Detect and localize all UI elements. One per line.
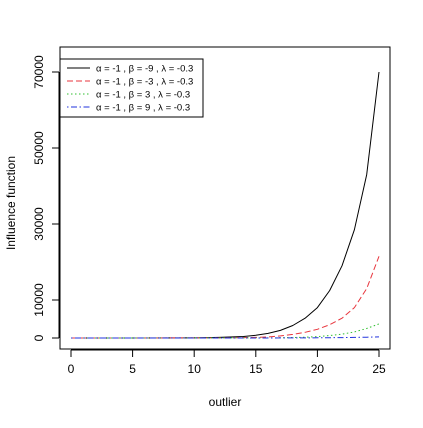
y-tick-label: 50000 bbox=[32, 131, 46, 165]
legend-label-2: α = -1 , β = -3 , λ = -0.3 bbox=[96, 77, 193, 88]
legend-box bbox=[59, 58, 204, 118]
y-tick-label: 70000 bbox=[32, 55, 46, 89]
legend-label-4: α = -1 , β = 9 , λ = -0.3 bbox=[96, 103, 190, 114]
y-tick-label: 10000 bbox=[32, 283, 46, 317]
x-tick-label: 25 bbox=[372, 362, 386, 376]
x-axis: 0 5 10 15 20 25 bbox=[68, 349, 386, 376]
series-layer bbox=[70, 71, 380, 339]
x-axis-title: outlier bbox=[209, 395, 242, 409]
y-tick-label: 30000 bbox=[32, 207, 46, 241]
series-line-2 bbox=[70, 256, 380, 339]
x-tick-label: 0 bbox=[68, 362, 75, 376]
legend: α = -1 , β = -9 , λ = -0.3 α = -1 , β = -… bbox=[59, 58, 204, 118]
x-tick-label: 20 bbox=[311, 362, 325, 376]
series-line-3 bbox=[70, 323, 380, 339]
x-tick-label: 15 bbox=[249, 362, 263, 376]
legend-label-1: α = -1 , β = -9 , λ = -0.3 bbox=[96, 64, 193, 75]
x-tick-label: 5 bbox=[129, 362, 136, 376]
y-axis: 0 10000 30000 50000 70000 bbox=[32, 55, 60, 341]
y-tick-label: 0 bbox=[32, 334, 46, 341]
series-line-1 bbox=[70, 71, 380, 339]
legend-label-3: α = -1 , β = 3 , λ = -0.3 bbox=[96, 90, 190, 101]
y-axis-title: Influence function bbox=[4, 156, 18, 250]
plot-frame bbox=[59, 46, 391, 350]
x-tick-label: 10 bbox=[188, 362, 202, 376]
series-line-4 bbox=[71, 336, 380, 339]
